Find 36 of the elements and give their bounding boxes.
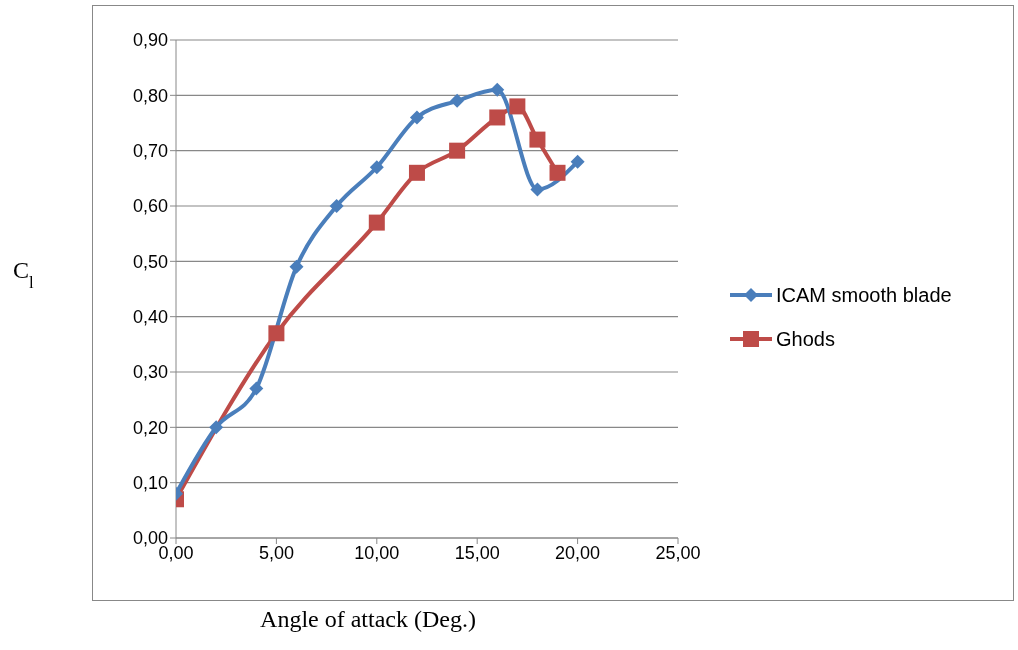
y-tick-label: 0,90 [132,30,168,51]
point [490,82,505,97]
point [209,420,224,435]
y-tick-label: 0,70 [132,141,168,162]
x-tick-label: 25,00 [655,542,701,563]
y-tick-label: 0,30 [132,362,168,383]
point [529,131,546,148]
point [409,110,424,125]
legend-label: Ghods [776,327,835,351]
point [368,214,385,231]
point [369,160,384,175]
point [450,93,465,108]
point [570,154,585,169]
y-tick-label: 0,40 [132,307,168,328]
point [449,142,466,159]
point [489,109,506,126]
point [329,199,344,213]
legend-label: ICAM smooth blade [776,283,952,307]
point [530,182,545,197]
x-axis-title: Angle of attack (Deg.) [259,606,477,633]
x-tick-label: 15,00 [454,542,500,563]
y-tick-label: 0,20 [132,417,168,438]
x-tick-label: 20,00 [555,542,601,563]
y-tick-label: 0,80 [132,85,168,106]
point [408,164,425,181]
point [509,98,526,115]
y-axis-title: C$_{l}$ [13,257,35,292]
point [268,325,285,342]
y-tick-label: 0,50 [132,251,168,272]
point [549,164,566,181]
y-tick-label: 0,10 [132,473,168,494]
y-tick-label: 0,60 [132,196,168,217]
point [289,259,304,274]
point [249,381,264,396]
x-tick-label: 10,00 [354,542,400,563]
x-tick-label: 5,00 [258,542,294,563]
